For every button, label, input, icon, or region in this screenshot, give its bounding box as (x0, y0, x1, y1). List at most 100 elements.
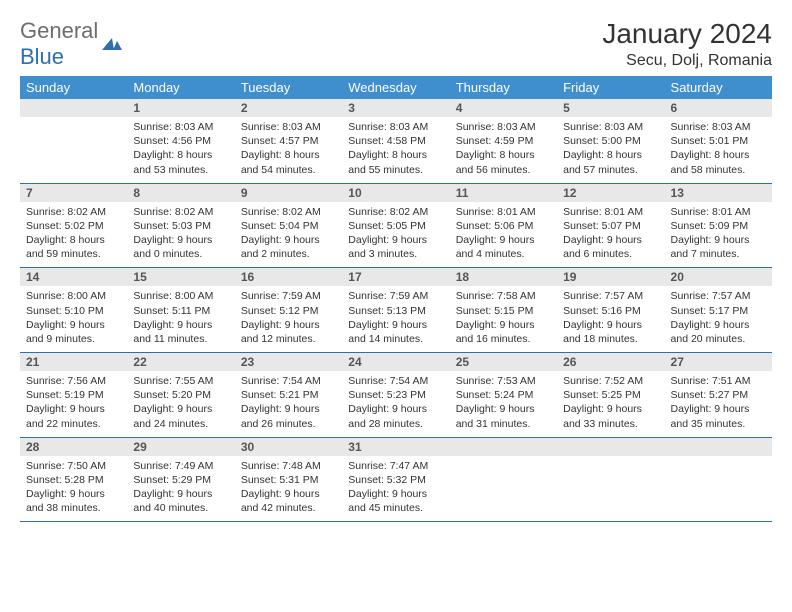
day-line: Sunset: 5:17 PM (671, 304, 766, 318)
day-line: and 26 minutes. (241, 417, 336, 431)
day-line: Sunset: 4:58 PM (348, 134, 443, 148)
day-number: 27 (665, 353, 772, 371)
calendar-table: Sunday Monday Tuesday Wednesday Thursday… (20, 76, 772, 522)
day-line: Sunset: 5:32 PM (348, 473, 443, 487)
day-line: Sunrise: 8:02 AM (26, 205, 121, 219)
day-body (20, 117, 127, 177)
day-line: Sunrise: 7:59 AM (348, 289, 443, 303)
day-number: 23 (235, 353, 342, 371)
day-cell: 13Sunrise: 8:01 AMSunset: 5:09 PMDayligh… (665, 183, 772, 268)
day-number: 5 (557, 99, 664, 117)
day-line: Sunset: 5:11 PM (133, 304, 228, 318)
day-line: and 18 minutes. (563, 332, 658, 346)
day-cell (20, 99, 127, 183)
day-number: 11 (450, 184, 557, 202)
day-line: and 59 minutes. (26, 247, 121, 261)
day-number: 22 (127, 353, 234, 371)
day-line: Sunset: 5:28 PM (26, 473, 121, 487)
day-body: Sunrise: 8:03 AMSunset: 4:57 PMDaylight:… (235, 117, 342, 183)
day-line: Daylight: 8 hours (456, 148, 551, 162)
day-line: Daylight: 8 hours (348, 148, 443, 162)
day-line: Sunrise: 8:02 AM (241, 205, 336, 219)
day-line: and 40 minutes. (133, 501, 228, 515)
day-line: Daylight: 9 hours (563, 318, 658, 332)
day-body: Sunrise: 7:56 AMSunset: 5:19 PMDaylight:… (20, 371, 127, 437)
day-cell: 16Sunrise: 7:59 AMSunset: 5:12 PMDayligh… (235, 268, 342, 353)
day-cell: 7Sunrise: 8:02 AMSunset: 5:02 PMDaylight… (20, 183, 127, 268)
day-line: and 31 minutes. (456, 417, 551, 431)
day-line: Sunrise: 7:58 AM (456, 289, 551, 303)
day-number: 21 (20, 353, 127, 371)
day-line: Sunrise: 7:48 AM (241, 459, 336, 473)
day-line: Sunset: 5:29 PM (133, 473, 228, 487)
day-body: Sunrise: 8:01 AMSunset: 5:06 PMDaylight:… (450, 202, 557, 268)
day-line: Sunrise: 7:55 AM (133, 374, 228, 388)
day-line: Sunset: 4:57 PM (241, 134, 336, 148)
day-cell: 6Sunrise: 8:03 AMSunset: 5:01 PMDaylight… (665, 99, 772, 183)
day-line: Sunrise: 8:03 AM (241, 120, 336, 134)
day-number: 12 (557, 184, 664, 202)
day-line: Daylight: 8 hours (563, 148, 658, 162)
day-cell: 18Sunrise: 7:58 AMSunset: 5:15 PMDayligh… (450, 268, 557, 353)
day-line: Sunset: 4:56 PM (133, 134, 228, 148)
day-body: Sunrise: 8:01 AMSunset: 5:07 PMDaylight:… (557, 202, 664, 268)
day-number: 1 (127, 99, 234, 117)
day-line: and 55 minutes. (348, 163, 443, 177)
day-line: and 16 minutes. (456, 332, 551, 346)
day-number: 9 (235, 184, 342, 202)
logo-text: General Blue (20, 18, 98, 70)
day-line: Daylight: 9 hours (133, 402, 228, 416)
day-number (557, 438, 664, 456)
day-number: 14 (20, 268, 127, 286)
day-line: Sunrise: 7:54 AM (241, 374, 336, 388)
day-body: Sunrise: 7:57 AMSunset: 5:17 PMDaylight:… (665, 286, 772, 352)
day-body: Sunrise: 8:03 AMSunset: 5:00 PMDaylight:… (557, 117, 664, 183)
day-line: Sunset: 5:06 PM (456, 219, 551, 233)
day-line: Daylight: 9 hours (348, 233, 443, 247)
day-body: Sunrise: 7:58 AMSunset: 5:15 PMDaylight:… (450, 286, 557, 352)
day-cell: 27Sunrise: 7:51 AMSunset: 5:27 PMDayligh… (665, 353, 772, 438)
day-line: Sunset: 5:23 PM (348, 388, 443, 402)
day-line: Sunrise: 8:01 AM (563, 205, 658, 219)
day-line: Sunrise: 7:52 AM (563, 374, 658, 388)
day-line: Sunrise: 7:59 AM (241, 289, 336, 303)
logo-text-part2: Blue (20, 44, 64, 69)
day-body (450, 456, 557, 516)
header-row: General Blue January 2024 Secu, Dolj, Ro… (20, 18, 772, 70)
day-line: Daylight: 9 hours (133, 487, 228, 501)
day-cell (450, 437, 557, 522)
day-line: Sunrise: 8:03 AM (133, 120, 228, 134)
day-body: Sunrise: 8:02 AMSunset: 5:03 PMDaylight:… (127, 202, 234, 268)
day-line: Sunset: 5:13 PM (348, 304, 443, 318)
day-line: and 58 minutes. (671, 163, 766, 177)
day-line: Sunset: 5:21 PM (241, 388, 336, 402)
day-line: and 7 minutes. (671, 247, 766, 261)
day-number: 30 (235, 438, 342, 456)
day-line: and 54 minutes. (241, 163, 336, 177)
day-cell: 20Sunrise: 7:57 AMSunset: 5:17 PMDayligh… (665, 268, 772, 353)
day-line: Sunset: 5:02 PM (26, 219, 121, 233)
day-line: and 33 minutes. (563, 417, 658, 431)
day-line: and 38 minutes. (26, 501, 121, 515)
day-number: 6 (665, 99, 772, 117)
day-line: Sunset: 5:03 PM (133, 219, 228, 233)
day-line: Daylight: 9 hours (456, 318, 551, 332)
day-body: Sunrise: 8:03 AMSunset: 4:59 PMDaylight:… (450, 117, 557, 183)
day-body (557, 456, 664, 516)
day-line: Daylight: 9 hours (456, 233, 551, 247)
weekday-header: Saturday (665, 76, 772, 99)
day-number: 25 (450, 353, 557, 371)
day-cell: 22Sunrise: 7:55 AMSunset: 5:20 PMDayligh… (127, 353, 234, 438)
day-cell: 14Sunrise: 8:00 AMSunset: 5:10 PMDayligh… (20, 268, 127, 353)
day-line: Daylight: 9 hours (241, 233, 336, 247)
day-line: and 12 minutes. (241, 332, 336, 346)
day-body: Sunrise: 7:59 AMSunset: 5:13 PMDaylight:… (342, 286, 449, 352)
day-line: Daylight: 8 hours (133, 148, 228, 162)
day-line: Sunrise: 8:02 AM (133, 205, 228, 219)
day-line: Daylight: 9 hours (26, 318, 121, 332)
day-line: and 4 minutes. (456, 247, 551, 261)
day-number (450, 438, 557, 456)
day-cell: 31Sunrise: 7:47 AMSunset: 5:32 PMDayligh… (342, 437, 449, 522)
day-body: Sunrise: 8:03 AMSunset: 4:56 PMDaylight:… (127, 117, 234, 183)
weekday-header: Thursday (450, 76, 557, 99)
